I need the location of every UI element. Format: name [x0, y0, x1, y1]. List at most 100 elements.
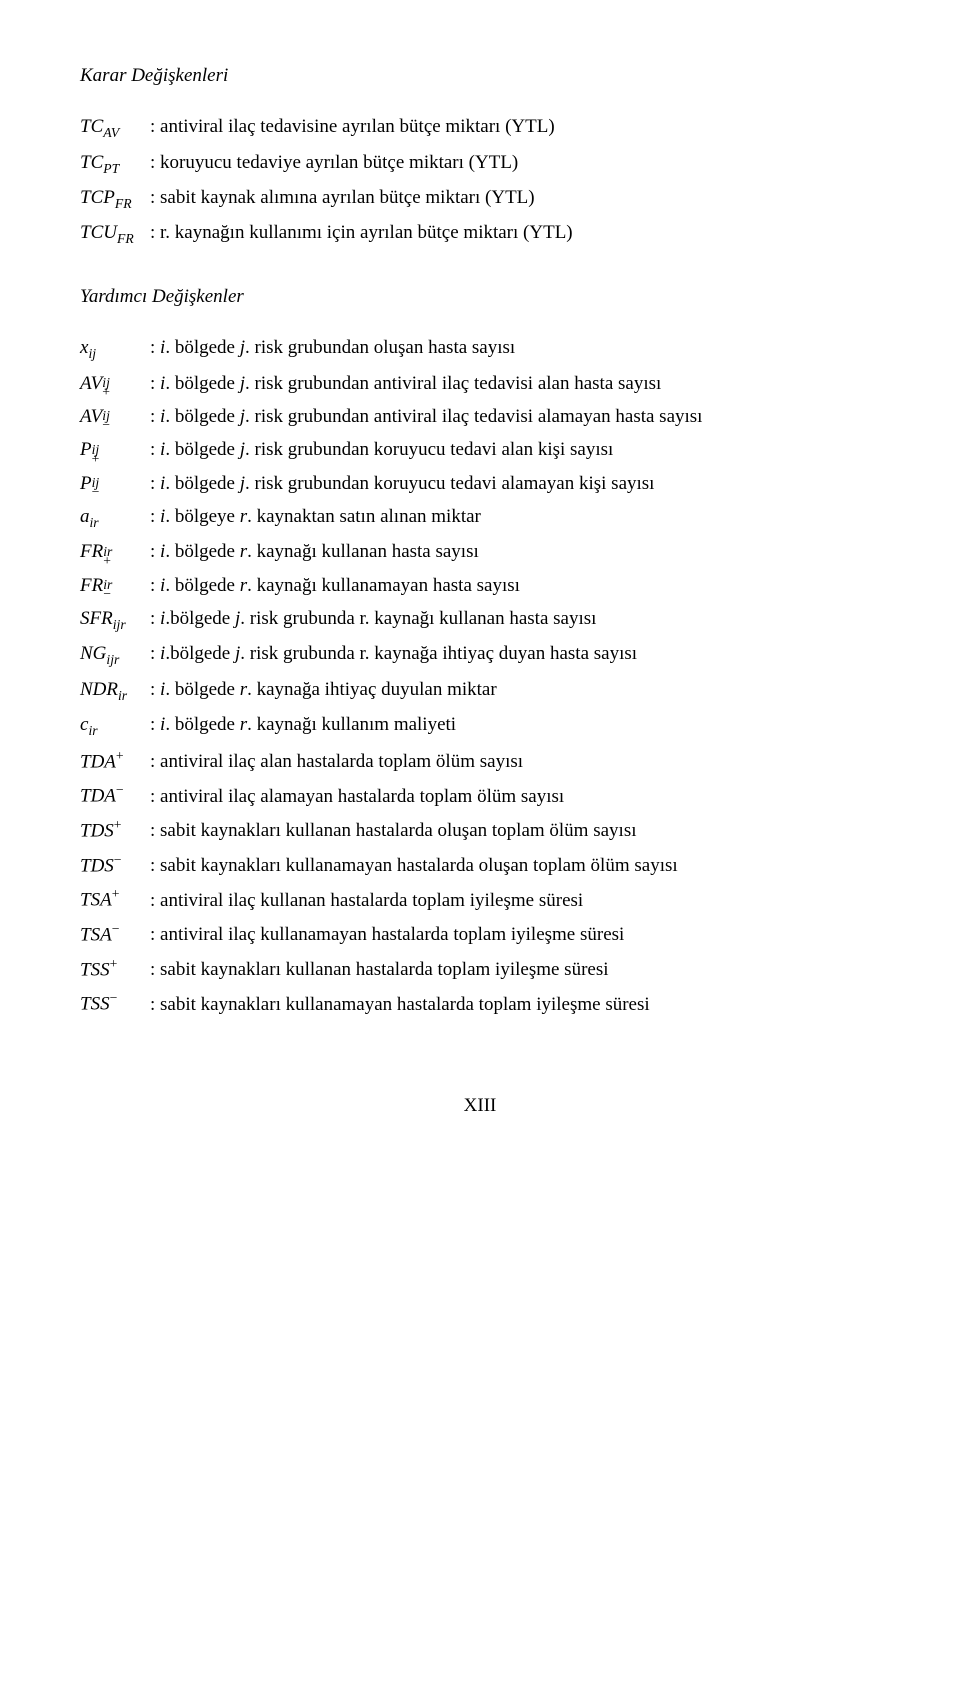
aux-var-row: xij: i. bölgede j. risk grubundan oluşan… [80, 332, 880, 365]
aux-var-row: TDA−: antiviral ilaç alamayan hastalarda… [80, 779, 880, 812]
desc-text: : [150, 439, 160, 460]
desc-text: . kaynağa ihtiyaç duyulan miktar [247, 679, 497, 700]
decision-var-desc: : antiviral ilaç tedavisine ayrılan bütç… [150, 111, 880, 142]
decision-var-row: TCUFR: r. kaynağın kullanımı için ayrıla… [80, 217, 880, 250]
decision-var-desc: : r. kaynağın kullanımı için ayrılan büt… [150, 217, 880, 248]
aux-var-row: TSS+: sabit kaynakları kullanan hastalar… [80, 953, 880, 986]
desc-text: : [150, 575, 160, 596]
desc-text: . risk grubundan antiviral ilaç tedavisi… [245, 406, 702, 427]
aux-var-row: NDRir: i. bölgede r. kaynağa ihtiyaç duy… [80, 674, 880, 707]
aux-var-symbol: TSA− [80, 918, 150, 951]
decision-var-symbol: TCPT [80, 147, 150, 180]
aux-var-desc: : sabit kaynakları kullanamayan hastalar… [150, 850, 880, 881]
aux-var-symbol: FR+ir [80, 536, 150, 567]
desc-text: . bölgede [165, 373, 239, 394]
desc-text: . bölgede [165, 406, 239, 427]
desc-text: : [150, 643, 160, 664]
desc-text: : sabit kaynakları kullanamayan hastalar… [150, 994, 650, 1015]
desc-text: . kaynağı kullanım maliyeti [247, 714, 456, 735]
aux-var-desc: : i. bölgede r. kaynağı kullanan hasta s… [150, 536, 880, 567]
desc-text: : antiviral ilaç kullanan hastalarda top… [150, 890, 583, 911]
aux-var-row: FR−ir: i. bölgede r. kaynağı kullanamaya… [80, 570, 880, 601]
aux-var-symbol: TSS− [80, 987, 150, 1020]
desc-text: : [150, 406, 160, 427]
aux-var-desc: : i. bölgede j. risk grubundan antiviral… [150, 401, 880, 432]
desc-text: : [150, 506, 160, 527]
aux-var-row: P−ij: i. bölgede j. risk grubundan koruy… [80, 468, 880, 499]
aux-var-desc: : antiviral ilaç alamayan hastalarda top… [150, 781, 880, 812]
decision-var-symbol: TCPFR [80, 182, 150, 215]
aux-var-desc: : i. bölgeye r. kaynaktan satın alınan m… [150, 501, 880, 532]
aux-var-desc: : antiviral ilaç kullanamayan hastalarda… [150, 919, 880, 950]
aux-var-symbol: NDRir [80, 674, 150, 707]
aux-var-symbol: SFRijr [80, 603, 150, 636]
decision-section-title: Karar Değişkenleri [80, 60, 880, 91]
desc-text: : antiviral ilaç alan hastalarda toplam … [150, 751, 523, 772]
aux-var-symbol: TDA− [80, 779, 150, 812]
decision-var-row: TCPT: koruyucu tedaviye ayrılan bütçe mi… [80, 147, 880, 180]
decision-var-row: TCAV: antiviral ilaç tedavisine ayrılan … [80, 111, 880, 144]
aux-var-symbol: AV−ij [80, 401, 150, 432]
aux-var-symbol: TDS− [80, 849, 150, 882]
desc-text: . risk grubundan koruyucu tedavi alan ki… [245, 439, 613, 460]
decision-var-desc: : sabit kaynak alımına ayrılan bütçe mik… [150, 182, 880, 213]
desc-text: : sabit kaynakları kullanan hastalarda o… [150, 820, 637, 841]
aux-var-desc: : i. bölgede j. risk grubundan oluşan ha… [150, 332, 880, 363]
desc-text: . bölgede [165, 337, 239, 358]
aux-var-symbol: TDA+ [80, 745, 150, 778]
desc-text: : [150, 541, 160, 562]
aux-var-row: TSA−: antiviral ilaç kullanamayan hastal… [80, 918, 880, 951]
aux-var-desc: : i.bölgede j. risk grubunda r. kaynağa … [150, 638, 880, 669]
aux-var-row: TDA+: antiviral ilaç alan hastalarda top… [80, 745, 880, 778]
decision-var-symbol: TCAV [80, 111, 150, 144]
aux-var-row: TSA+: antiviral ilaç kullanan hastalarda… [80, 883, 880, 916]
aux-vars-block: xij: i. bölgede j. risk grubundan oluşan… [80, 332, 880, 1020]
aux-var-symbol: TSS+ [80, 953, 150, 986]
desc-j: r [240, 575, 247, 596]
desc-text: : antiviral ilaç alamayan hastalarda top… [150, 786, 564, 807]
aux-var-symbol: xij [80, 332, 150, 365]
decision-var-desc: : koruyucu tedaviye ayrılan bütçe miktar… [150, 147, 880, 178]
desc-text: . kaynaktan satın alınan miktar [247, 506, 481, 527]
desc-text: .bölgede [165, 608, 235, 629]
aux-var-row: TSS−: sabit kaynakları kullanamayan hast… [80, 987, 880, 1020]
aux-var-desc: : sabit kaynakları kullanamayan hastalar… [150, 989, 880, 1020]
aux-var-row: AV−ij: i. bölgede j. risk grubundan anti… [80, 401, 880, 432]
aux-var-row: TDS+: sabit kaynakları kullanan hastalar… [80, 814, 880, 847]
desc-text: : sabit kaynakları kullanamayan hastalar… [150, 855, 678, 876]
desc-text: . kaynağı kullanamayan hasta sayısı [247, 575, 520, 596]
desc-text: . bölgede [165, 473, 239, 494]
desc-text: : sabit kaynakları kullanan hastalarda t… [150, 959, 609, 980]
desc-text: . bölgeye [165, 506, 239, 527]
desc-text: : [150, 373, 160, 394]
aux-var-symbol: cir [80, 709, 150, 742]
aux-var-desc: : antiviral ilaç alan hastalarda toplam … [150, 746, 880, 777]
aux-var-desc: : i. bölgede j. risk grubundan koruyucu … [150, 468, 880, 499]
aux-var-symbol: TDS+ [80, 814, 150, 847]
desc-text: : [150, 608, 160, 629]
aux-var-row: air: i. bölgeye r. kaynaktan satın alına… [80, 501, 880, 534]
aux-var-row: FR+ir: i. bölgede r. kaynağı kullanan ha… [80, 536, 880, 567]
aux-var-row: NGijr: i.bölgede j. risk grubunda r. kay… [80, 638, 880, 671]
aux-var-desc: : i. bölgede r. kaynağı kullanamayan has… [150, 570, 880, 601]
desc-text: . bölgede [165, 439, 239, 460]
aux-var-desc: : i. bölgede r. kaynağı kullanım maliyet… [150, 709, 880, 740]
aux-var-symbol: P+ij [80, 434, 150, 465]
aux-var-symbol: TSA+ [80, 883, 150, 916]
aux-var-desc: : antiviral ilaç kullanan hastalarda top… [150, 885, 880, 916]
aux-var-row: AV+ij: i. bölgede j. risk grubundan anti… [80, 368, 880, 399]
desc-j: r [240, 506, 247, 527]
desc-j: r [240, 714, 247, 735]
desc-text: . risk grubundan koruyucu tedavi alamaya… [245, 473, 654, 494]
aux-var-desc: : sabit kaynakları kullanan hastalarda t… [150, 954, 880, 985]
aux-var-row: TDS−: sabit kaynakları kullanamayan hast… [80, 849, 880, 882]
desc-text: : [150, 473, 160, 494]
desc-j: r [240, 541, 247, 562]
desc-text: : [150, 679, 160, 700]
decision-var-symbol: TCUFR [80, 217, 150, 250]
desc-text: : [150, 337, 160, 358]
desc-text: . bölgede [165, 679, 239, 700]
desc-text: . kaynağı kullanan hasta sayısı [247, 541, 479, 562]
aux-var-row: cir: i. bölgede r. kaynağı kullanım mali… [80, 709, 880, 742]
aux-var-desc: : i. bölgede j. risk grubundan koruyucu … [150, 434, 880, 465]
